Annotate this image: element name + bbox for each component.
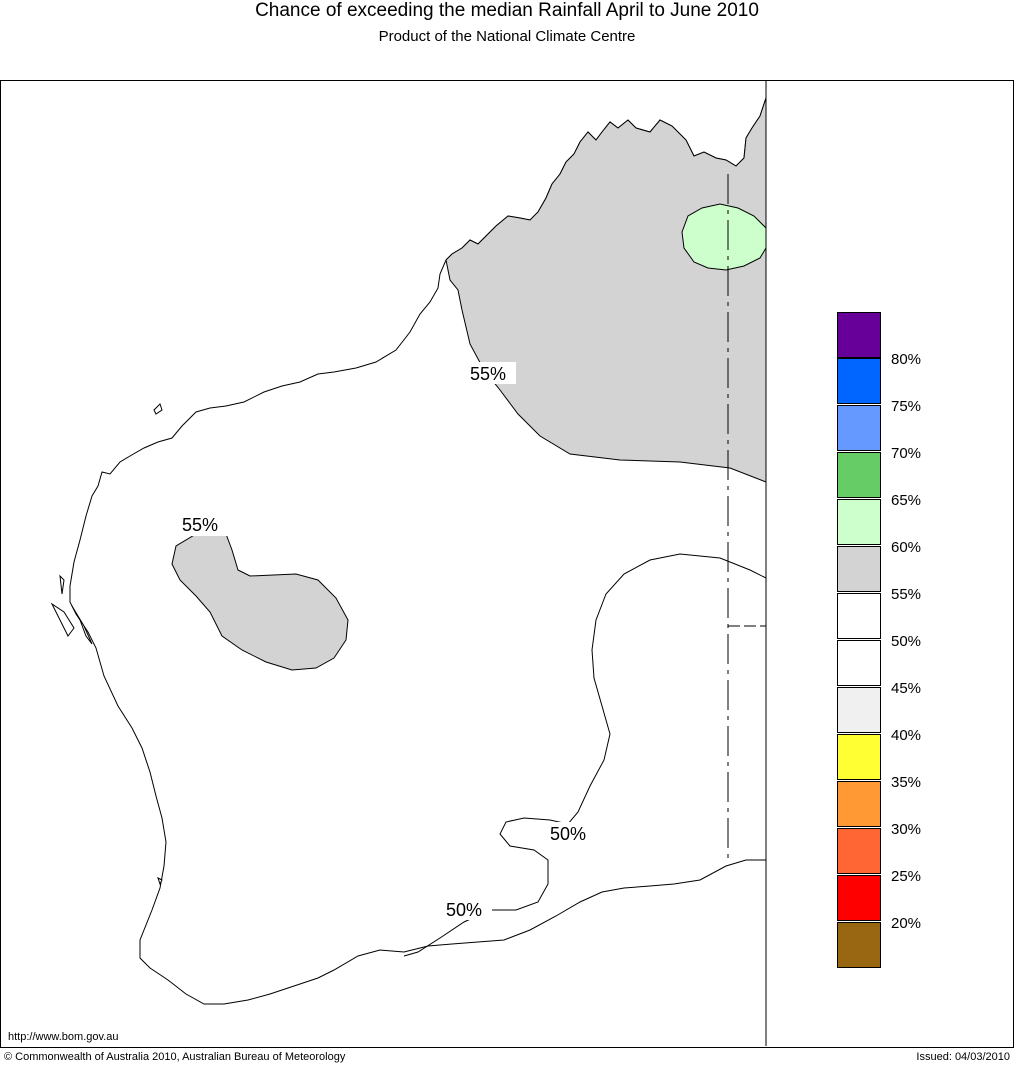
legend-swatch-65-70 <box>837 452 881 498</box>
legend-label-30: 30% <box>891 821 922 838</box>
legend-swatch-25-30 <box>837 828 881 874</box>
island-2 <box>59 574 65 595</box>
contour-label-50-south: 50% <box>446 900 482 920</box>
legend-label-25: 25% <box>891 868 922 885</box>
island-3 <box>50 602 75 637</box>
legend-label-45: 45% <box>891 680 922 697</box>
map-title: Chance of exceeding the median Rainfall … <box>255 0 759 21</box>
contour-label-55-north: 55% <box>470 364 506 384</box>
contour-label-50-east: 50% <box>550 824 586 844</box>
legend-swatch-20-25 <box>837 875 881 921</box>
island-1 <box>153 403 163 415</box>
legend-swatch-50-55 <box>837 593 881 639</box>
footer-issued-date: Issued: 04/03/2010 <box>916 1051 1010 1063</box>
legend-label-70: 70% <box>891 445 922 462</box>
shade-55-west <box>171 533 349 671</box>
legend-label-50: 50% <box>891 633 922 650</box>
island-4 <box>71 605 93 645</box>
legend-label-65: 65% <box>891 492 922 509</box>
legend-swatch-55-60 <box>837 546 881 592</box>
footer-url-link[interactable]: http://www.bom.gov.au <box>8 1031 119 1043</box>
legend-swatch-60-65 <box>837 499 881 545</box>
legend-label-55: 55% <box>891 586 922 603</box>
rainfall-map: 55% 55% 50% 50% <box>50 80 767 1046</box>
legend-label-60: 60% <box>891 539 922 556</box>
map-subtitle: Product of the National Climate Centre <box>378 28 636 45</box>
shade-60-north <box>681 203 767 271</box>
legend-swatch-75-80 <box>837 358 881 404</box>
contour-label-bg-4 <box>444 898 492 920</box>
legend-swatch-35-40 <box>837 734 881 780</box>
footer-copyright: © Commonwealth of Australia 2010, Austra… <box>4 1051 346 1063</box>
legend-swatch-below-20 <box>837 922 881 968</box>
legend-label-75: 75% <box>891 398 922 415</box>
island-5 <box>157 877 163 886</box>
legend-swatch-30-35 <box>837 781 881 827</box>
legend-swatch-70-75 <box>837 405 881 451</box>
legend-label-40: 40% <box>891 727 922 744</box>
legend-label-35: 35% <box>891 774 922 791</box>
contour-label-bg-1 <box>468 362 516 384</box>
legend-swatch-45-50 <box>837 640 881 686</box>
legend-label-20: 20% <box>891 915 922 932</box>
legend-label-80: 80% <box>891 351 922 368</box>
legend-swatch-40-45 <box>837 687 881 733</box>
contour-label-bg-2 <box>180 514 228 536</box>
contour-label-55-west: 55% <box>182 515 218 535</box>
legend-swatch-80-plus <box>837 312 881 358</box>
contour-label-bg-3 <box>548 822 596 844</box>
